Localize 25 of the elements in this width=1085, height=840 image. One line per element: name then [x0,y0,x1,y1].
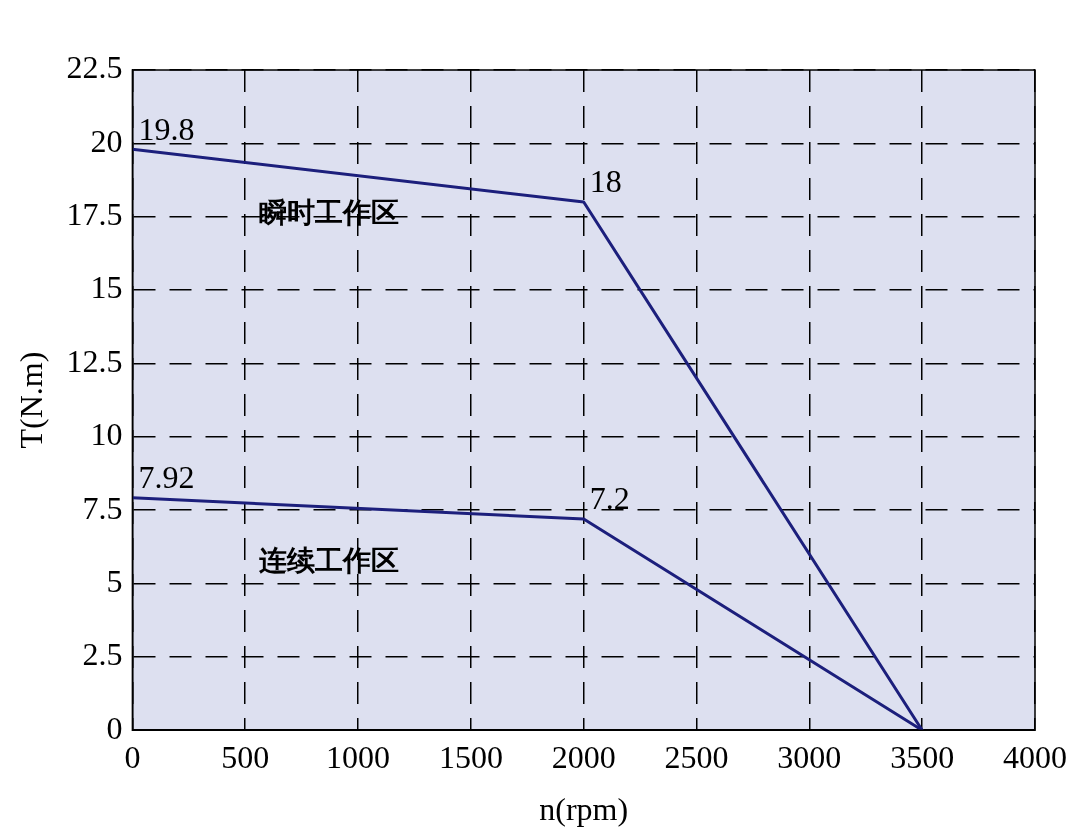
data-label: 7.92 [138,459,195,496]
y-tick-label: 10 [90,416,123,453]
x-tick-label: 1000 [326,738,391,775]
x-tick-label: 3500 [890,738,955,775]
y-tick-label: 7.5 [82,489,123,526]
data-label: 18 [589,163,622,200]
y-tick-label: 5 [106,562,123,599]
x-tick-label: 1500 [438,738,503,775]
y-tick-label: 12.5 [66,342,123,379]
y-axis-title: T(N.m) [12,351,49,449]
x-axis-title: n(rpm) [539,791,629,828]
annotation: 连续工作区 [257,544,399,578]
y-tick-label: 20 [90,122,123,159]
x-tick-label: 2000 [551,738,616,775]
y-tick-label: 0 [106,709,123,746]
y-tick-label: 15 [90,269,123,306]
x-tick-label: 2500 [664,738,729,775]
y-tick-label: 2.5 [82,636,123,673]
x-tick-label: 500 [221,738,270,775]
x-tick-label: 3000 [777,738,842,775]
x-tick-label: 4000 [1003,738,1067,775]
y-tick-label: 22.5 [66,49,123,86]
data-label: 7.2 [589,480,630,517]
y-tick-label: 17.5 [66,196,123,233]
data-label: 19.8 [138,110,195,147]
